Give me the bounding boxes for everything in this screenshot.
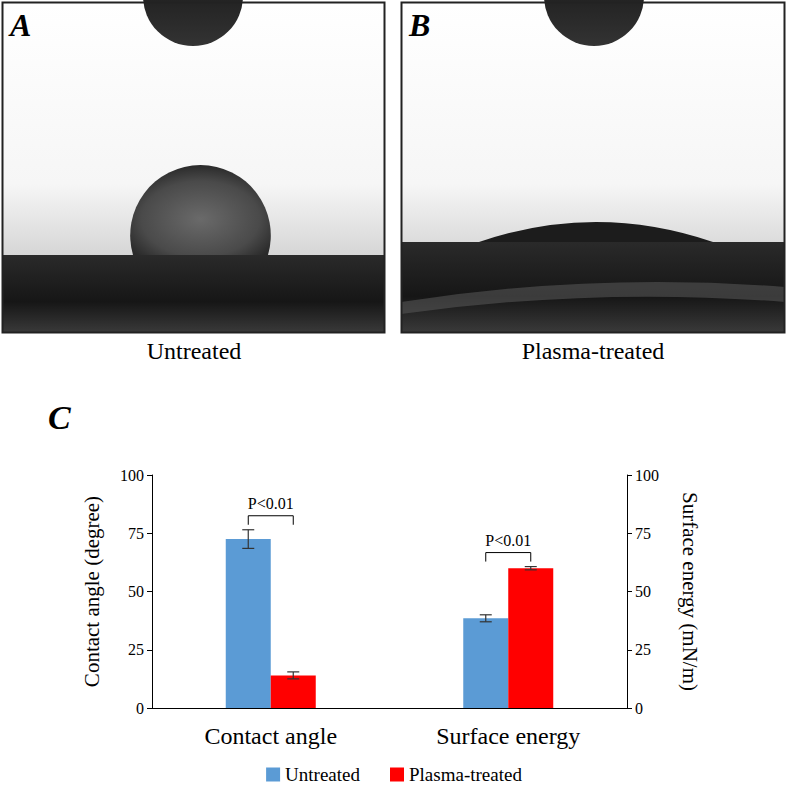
svg-text:Untreated: Untreated bbox=[285, 764, 360, 785]
svg-text:75: 75 bbox=[635, 525, 651, 542]
svg-text:B: B bbox=[408, 7, 430, 43]
svg-text:25: 25 bbox=[635, 641, 651, 658]
svg-text:P<0.01: P<0.01 bbox=[485, 532, 531, 549]
svg-text:Contact angle (degree): Contact angle (degree) bbox=[80, 496, 104, 687]
svg-text:A: A bbox=[8, 7, 31, 43]
svg-text:0: 0 bbox=[635, 700, 643, 717]
svg-text:C: C bbox=[48, 399, 71, 436]
html-text:Plasma-treated: Plasma-treated bbox=[521, 338, 665, 364]
svg-text:75: 75 bbox=[128, 525, 144, 542]
svg-text:Plasma-treated: Plasma-treated bbox=[409, 764, 522, 785]
svg-text:Contact angle: Contact angle bbox=[204, 723, 337, 749]
svg-text:50: 50 bbox=[128, 583, 144, 600]
svg-text:Surface energy (mN/m): Surface energy (mN/m) bbox=[678, 492, 702, 691]
svg-text:50: 50 bbox=[635, 583, 651, 600]
svg-text:0: 0 bbox=[136, 700, 144, 717]
svg-text:25: 25 bbox=[128, 641, 144, 658]
svg-text:P<0.01: P<0.01 bbox=[248, 495, 294, 512]
svg-text:100: 100 bbox=[635, 467, 659, 484]
html-text:Untreated: Untreated bbox=[146, 338, 242, 364]
svg-text:Surface energy: Surface energy bbox=[436, 723, 580, 749]
svg-text:100: 100 bbox=[120, 467, 144, 484]
